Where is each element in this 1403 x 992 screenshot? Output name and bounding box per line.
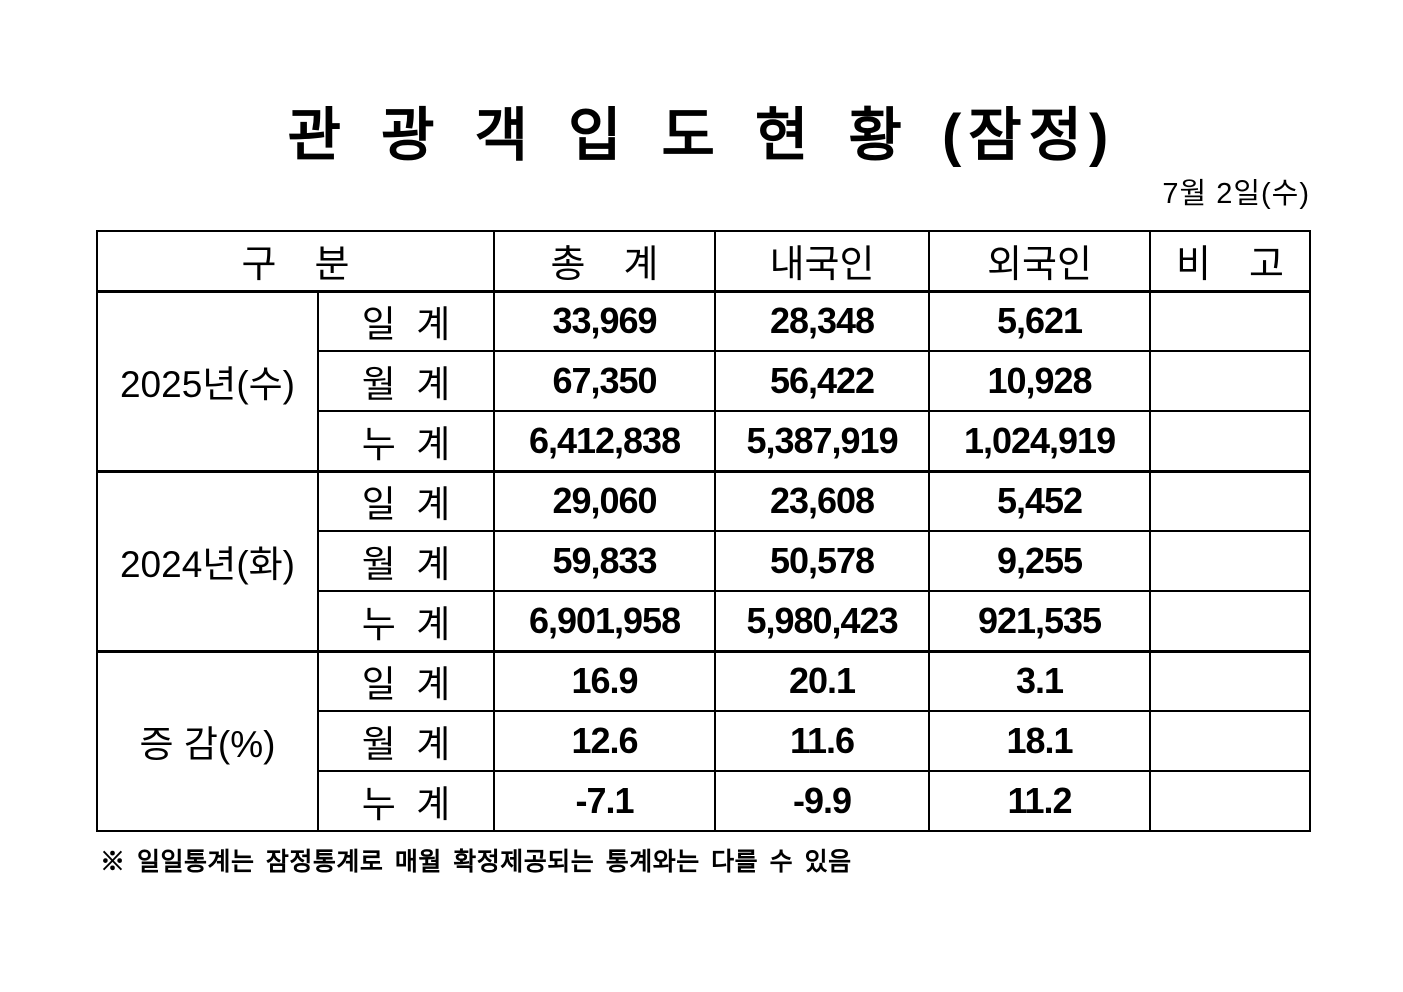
table-row: 누 계 6,412,838 5,387,919 1,024,919: [97, 410, 1312, 472]
remarks-cell: [1149, 350, 1312, 412]
foreign-cell: 5,621: [928, 289, 1152, 352]
header-domestic: 내국인: [714, 230, 931, 292]
domestic-cell: 11.6: [714, 710, 931, 772]
row-label-monthly: 월 계: [316, 530, 496, 592]
row-label-cumulative: 누 계: [316, 410, 496, 472]
total-cell: 67,350: [493, 350, 717, 412]
total-cell: 29,060: [493, 469, 717, 532]
remarks-cell: [1149, 469, 1312, 532]
table-row: 증 감(%) 일 계 16.9 20.1 3.1: [96, 649, 1312, 832]
tourist-arrivals-table: 구 분 총 계 내국인 외국인 비 고 2025년(수) 일 계 33,969 …: [95, 230, 1312, 832]
total-cell: 6,901,958: [493, 590, 717, 652]
domestic-cell: 23,608: [714, 469, 931, 532]
report-date: 7월 2일(수): [1162, 178, 1310, 210]
row-label-monthly: 월 계: [316, 710, 496, 772]
foreign-cell: 1,024,919: [928, 410, 1152, 472]
domestic-cell: 5,980,423: [714, 590, 931, 652]
row-label-monthly: 월 계: [316, 350, 496, 412]
domestic-cell: 28,348: [714, 289, 931, 352]
header-remarks: 비 고: [1149, 230, 1312, 292]
domestic-cell: 50,578: [714, 530, 931, 592]
table-row: 2024년(화) 일 계 29,060 23,608 5,452: [96, 469, 1312, 652]
remarks-cell: [1149, 710, 1312, 772]
remarks-cell: [1149, 530, 1312, 592]
row-label-daily: 일 계: [316, 469, 496, 532]
foreign-cell: 3.1: [928, 649, 1152, 712]
group-label-2025: 2025년(수): [96, 289, 319, 472]
table-row: 2025년(수) 일 계 33,969 28,348 5,621: [96, 289, 1312, 472]
row-label-cumulative: 누 계: [316, 770, 496, 832]
domestic-cell: -9.9: [714, 770, 931, 832]
table-row: 월 계 12.6 11.6 18.1: [97, 710, 1312, 772]
table-row: 누 계 -7.1 -9.9 11.2: [97, 770, 1312, 832]
group-label-change: 증 감(%): [96, 649, 319, 832]
header-total: 총 계: [493, 230, 717, 292]
remarks-cell: [1149, 590, 1312, 652]
remarks-cell: [1149, 410, 1312, 472]
remarks-cell: [1149, 770, 1312, 832]
foreign-cell: 11.2: [928, 770, 1152, 832]
foreign-cell: 9,255: [928, 530, 1152, 592]
domestic-cell: 5,387,919: [714, 410, 931, 472]
total-cell: -7.1: [493, 770, 717, 832]
row-label-daily: 일 계: [316, 289, 496, 352]
foreign-cell: 921,535: [928, 590, 1152, 652]
row-label-daily: 일 계: [316, 649, 496, 712]
table-row: 월 계 67,350 56,422 10,928: [97, 350, 1312, 412]
total-cell: 59,833: [493, 530, 717, 592]
table-row: 월 계 59,833 50,578 9,255: [97, 530, 1312, 592]
header-category: 구 분: [95, 230, 496, 292]
table-row: 누 계 6,901,958 5,980,423 921,535: [97, 590, 1312, 652]
remarks-cell: [1149, 649, 1312, 712]
total-cell: 16.9: [493, 649, 717, 712]
total-cell: 33,969: [493, 289, 717, 352]
foreign-cell: 18.1: [928, 710, 1152, 772]
group-label-2024: 2024년(화): [96, 469, 319, 652]
page-title: 관 광 객 입 도 현 황 (잠정): [287, 103, 1116, 168]
total-cell: 6,412,838: [493, 410, 717, 472]
footnote: ※ 일일통계는 잠정통계로 매월 확정제공되는 통계와는 다를 수 있음: [100, 848, 852, 876]
domestic-cell: 56,422: [714, 350, 931, 412]
total-cell: 12.6: [493, 710, 717, 772]
foreign-cell: 10,928: [928, 350, 1152, 412]
header-foreign: 외국인: [928, 230, 1152, 292]
remarks-cell: [1149, 289, 1312, 352]
table-header-row: 구 분 총 계 내국인 외국인 비 고: [95, 230, 1312, 292]
domestic-cell: 20.1: [714, 649, 931, 712]
foreign-cell: 5,452: [928, 469, 1152, 532]
row-label-cumulative: 누 계: [316, 590, 496, 652]
